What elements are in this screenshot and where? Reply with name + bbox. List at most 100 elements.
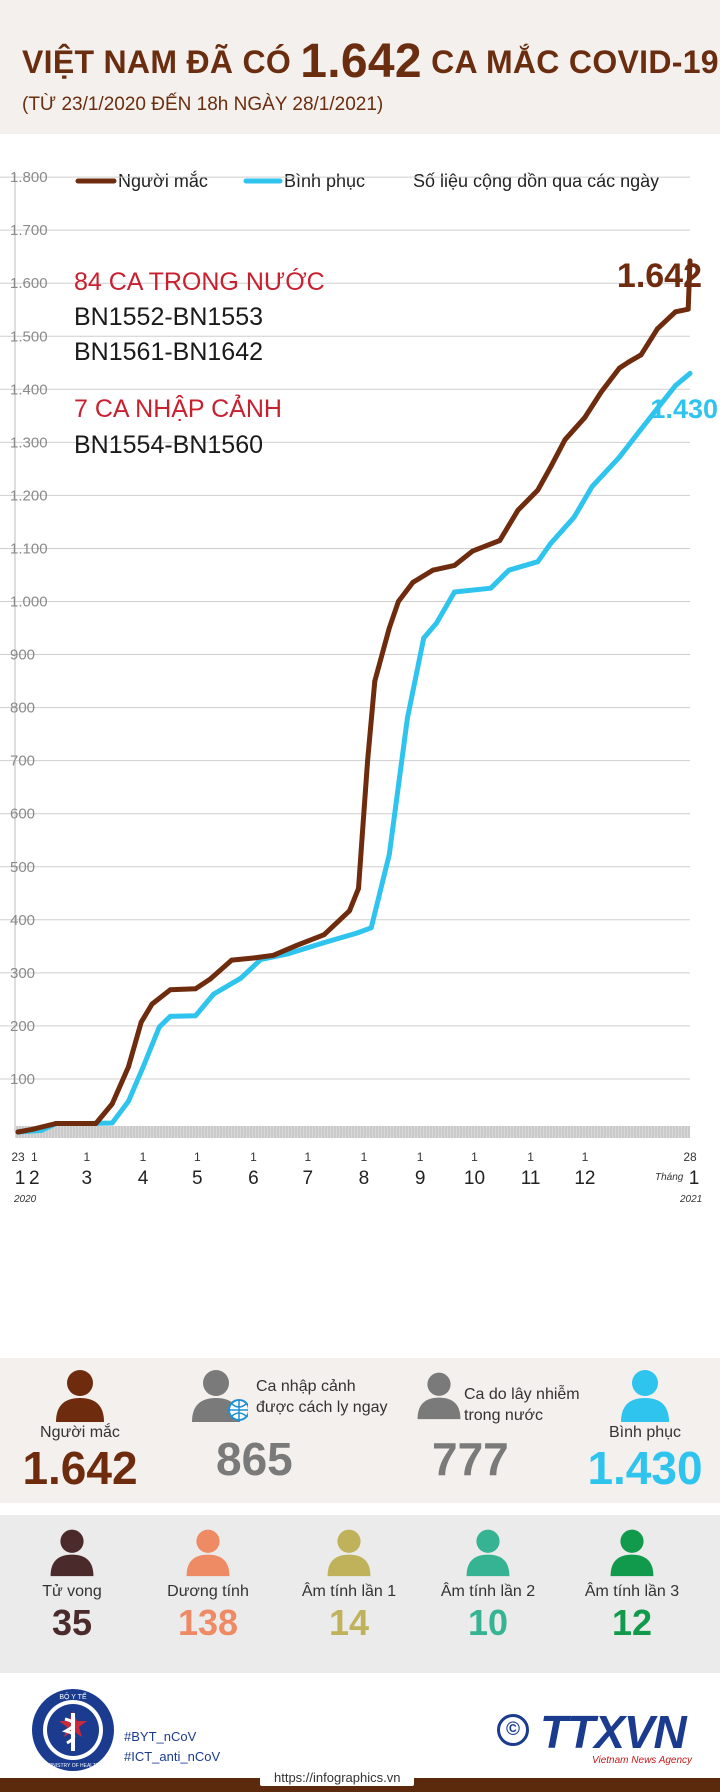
x-tick-day-label: 1 — [527, 1150, 534, 1164]
series-point — [138, 1019, 144, 1025]
chart-grid — [0, 173, 690, 1132]
domestic-cases-range-2: BN1561-BN1642 — [74, 338, 263, 366]
y-axis-ticks: 1.800 1.700 1.600 1.500 1.400 1.300 1.200 1.100… — [10, 169, 48, 1088]
series-point — [386, 625, 392, 631]
series-point — [126, 1064, 131, 1070]
patient-status-row: Tử vong 35 Dương tính 138 Âm tính lần 1 … — [0, 1515, 720, 1673]
person-icon — [186, 1529, 230, 1577]
series-point — [53, 1121, 59, 1126]
stat-deaths: Tử vong 35 — [10, 1527, 134, 1644]
person-icon — [327, 1529, 371, 1577]
series-point — [571, 514, 577, 520]
y-tick-label: 1.800 — [10, 169, 48, 186]
chart-annotations: 84 CA TRONG NƯỚC BN1552-BN1553 BN1561-BN… — [74, 257, 718, 459]
series-point — [410, 580, 416, 585]
series-point — [515, 507, 521, 513]
stat-label: Bình phục — [608, 1424, 682, 1441]
series-point — [685, 306, 691, 312]
stat-value: 777 — [432, 1433, 509, 1485]
domestic-cases-range-1: BN1552-BN1553 — [74, 303, 263, 331]
x-tick-month-label: 1 — [15, 1168, 26, 1189]
y-tick-label: 1.300 — [10, 434, 48, 451]
series-point — [193, 986, 198, 992]
hashtag: #ICT_anti_nCoV — [124, 1749, 221, 1764]
stat-value: 10 — [467, 1602, 509, 1643]
stat-label: Tử vong — [42, 1583, 102, 1600]
y-tick-label: 900 — [10, 647, 35, 664]
title-suffix: CA MẮC COVID-19 — [431, 44, 719, 80]
x-tick-month-label: 2 — [29, 1168, 40, 1189]
series-point — [452, 563, 457, 568]
y-tick-label: 300 — [10, 965, 35, 982]
stat-value: 1.430 — [587, 1442, 703, 1494]
hashtags: #BYT_nCoV #ICT_anti_nCoV — [124, 1727, 220, 1767]
logo-text-top: BỘ Y TẾ — [59, 1691, 87, 1701]
x-tick-month-label: 10 — [464, 1168, 485, 1189]
series-point — [368, 925, 374, 931]
series-point — [93, 1121, 99, 1126]
stat-value: 12 — [611, 1602, 653, 1643]
series-point — [562, 437, 568, 443]
series-point — [365, 758, 370, 764]
series-point — [598, 389, 604, 395]
x-year-label-start: 2020 — [13, 1194, 37, 1205]
series-point — [359, 833, 365, 839]
agency-subtitle: Vietnam News Agency — [592, 1755, 693, 1766]
series-point — [673, 383, 678, 388]
series-point — [589, 484, 595, 489]
stat-label: Dương tính — [167, 1583, 249, 1600]
x-tick-day-label: 1 — [83, 1150, 90, 1164]
summary-stats-row: Người mắc 1.642 Ca nhập cảnh được cách l… — [0, 1358, 720, 1503]
stat-label: Âm tính lần 2 — [440, 1583, 536, 1600]
y-tick-label: 800 — [10, 700, 35, 717]
x-tick-month-label: 8 — [359, 1168, 370, 1189]
series-point — [109, 1120, 115, 1126]
person-icon — [56, 1370, 104, 1422]
x-year-label-end: 2021 — [679, 1194, 702, 1205]
y-tick-label: 400 — [10, 912, 35, 929]
x-tick-day-label: 1 — [31, 1150, 38, 1164]
x-tick-month-label: 12 — [574, 1168, 595, 1189]
series-point — [421, 635, 427, 641]
x-tick-day-label: 1 — [417, 1150, 424, 1164]
series-point — [488, 585, 494, 591]
stat-negative-2: Âm tính lần 2 10 — [426, 1527, 550, 1644]
person-icon — [610, 1529, 654, 1577]
hashtag: #BYT_nCoV — [124, 1729, 197, 1744]
series-point — [535, 487, 541, 493]
series-point — [617, 454, 622, 460]
series-point — [109, 1101, 115, 1107]
x-tick-day-label: 1 — [250, 1150, 257, 1164]
series-point — [211, 991, 217, 997]
y-tick-label: 1.000 — [10, 594, 48, 611]
stat-value: 1.642 — [22, 1442, 138, 1494]
series-point — [617, 365, 622, 371]
series-point — [238, 975, 244, 981]
y-tick-label: 1.500 — [10, 328, 48, 345]
x-tick-day-label: 1 — [361, 1150, 368, 1164]
series-point — [285, 951, 291, 957]
chart-series — [15, 258, 693, 1135]
series-point — [193, 1013, 198, 1019]
source-link[interactable]: https://infographics.vn — [260, 1769, 415, 1786]
series-point — [452, 589, 457, 595]
y-tick-label: 700 — [10, 753, 35, 770]
x-tick-month-label: 6 — [248, 1168, 259, 1189]
series-point — [321, 940, 327, 945]
person-icon — [417, 1372, 461, 1420]
series-point — [15, 1129, 21, 1135]
person-icon — [466, 1529, 510, 1577]
series-point — [321, 932, 327, 938]
recovered-end-label: 1.430 — [650, 394, 718, 424]
cumulative-cases-line-chart: Người mắc Bình phục Số liệu cộng dồn qua… — [0, 169, 718, 1205]
stat-label: Âm tính lần 1 — [301, 1583, 397, 1600]
legend-label-cases: Người mắc — [118, 170, 208, 191]
stat-value: 138 — [177, 1602, 239, 1643]
stat-negative-1: Âm tính lần 1 14 — [287, 1527, 411, 1644]
stat-recovered: Bình phục 1.430 — [570, 1368, 720, 1495]
x-tick-day-label: 1 — [140, 1150, 147, 1164]
series-point — [626, 359, 631, 365]
series-point — [229, 957, 235, 963]
legend-note: Số liệu cộng dồn qua các ngày — [413, 171, 659, 191]
